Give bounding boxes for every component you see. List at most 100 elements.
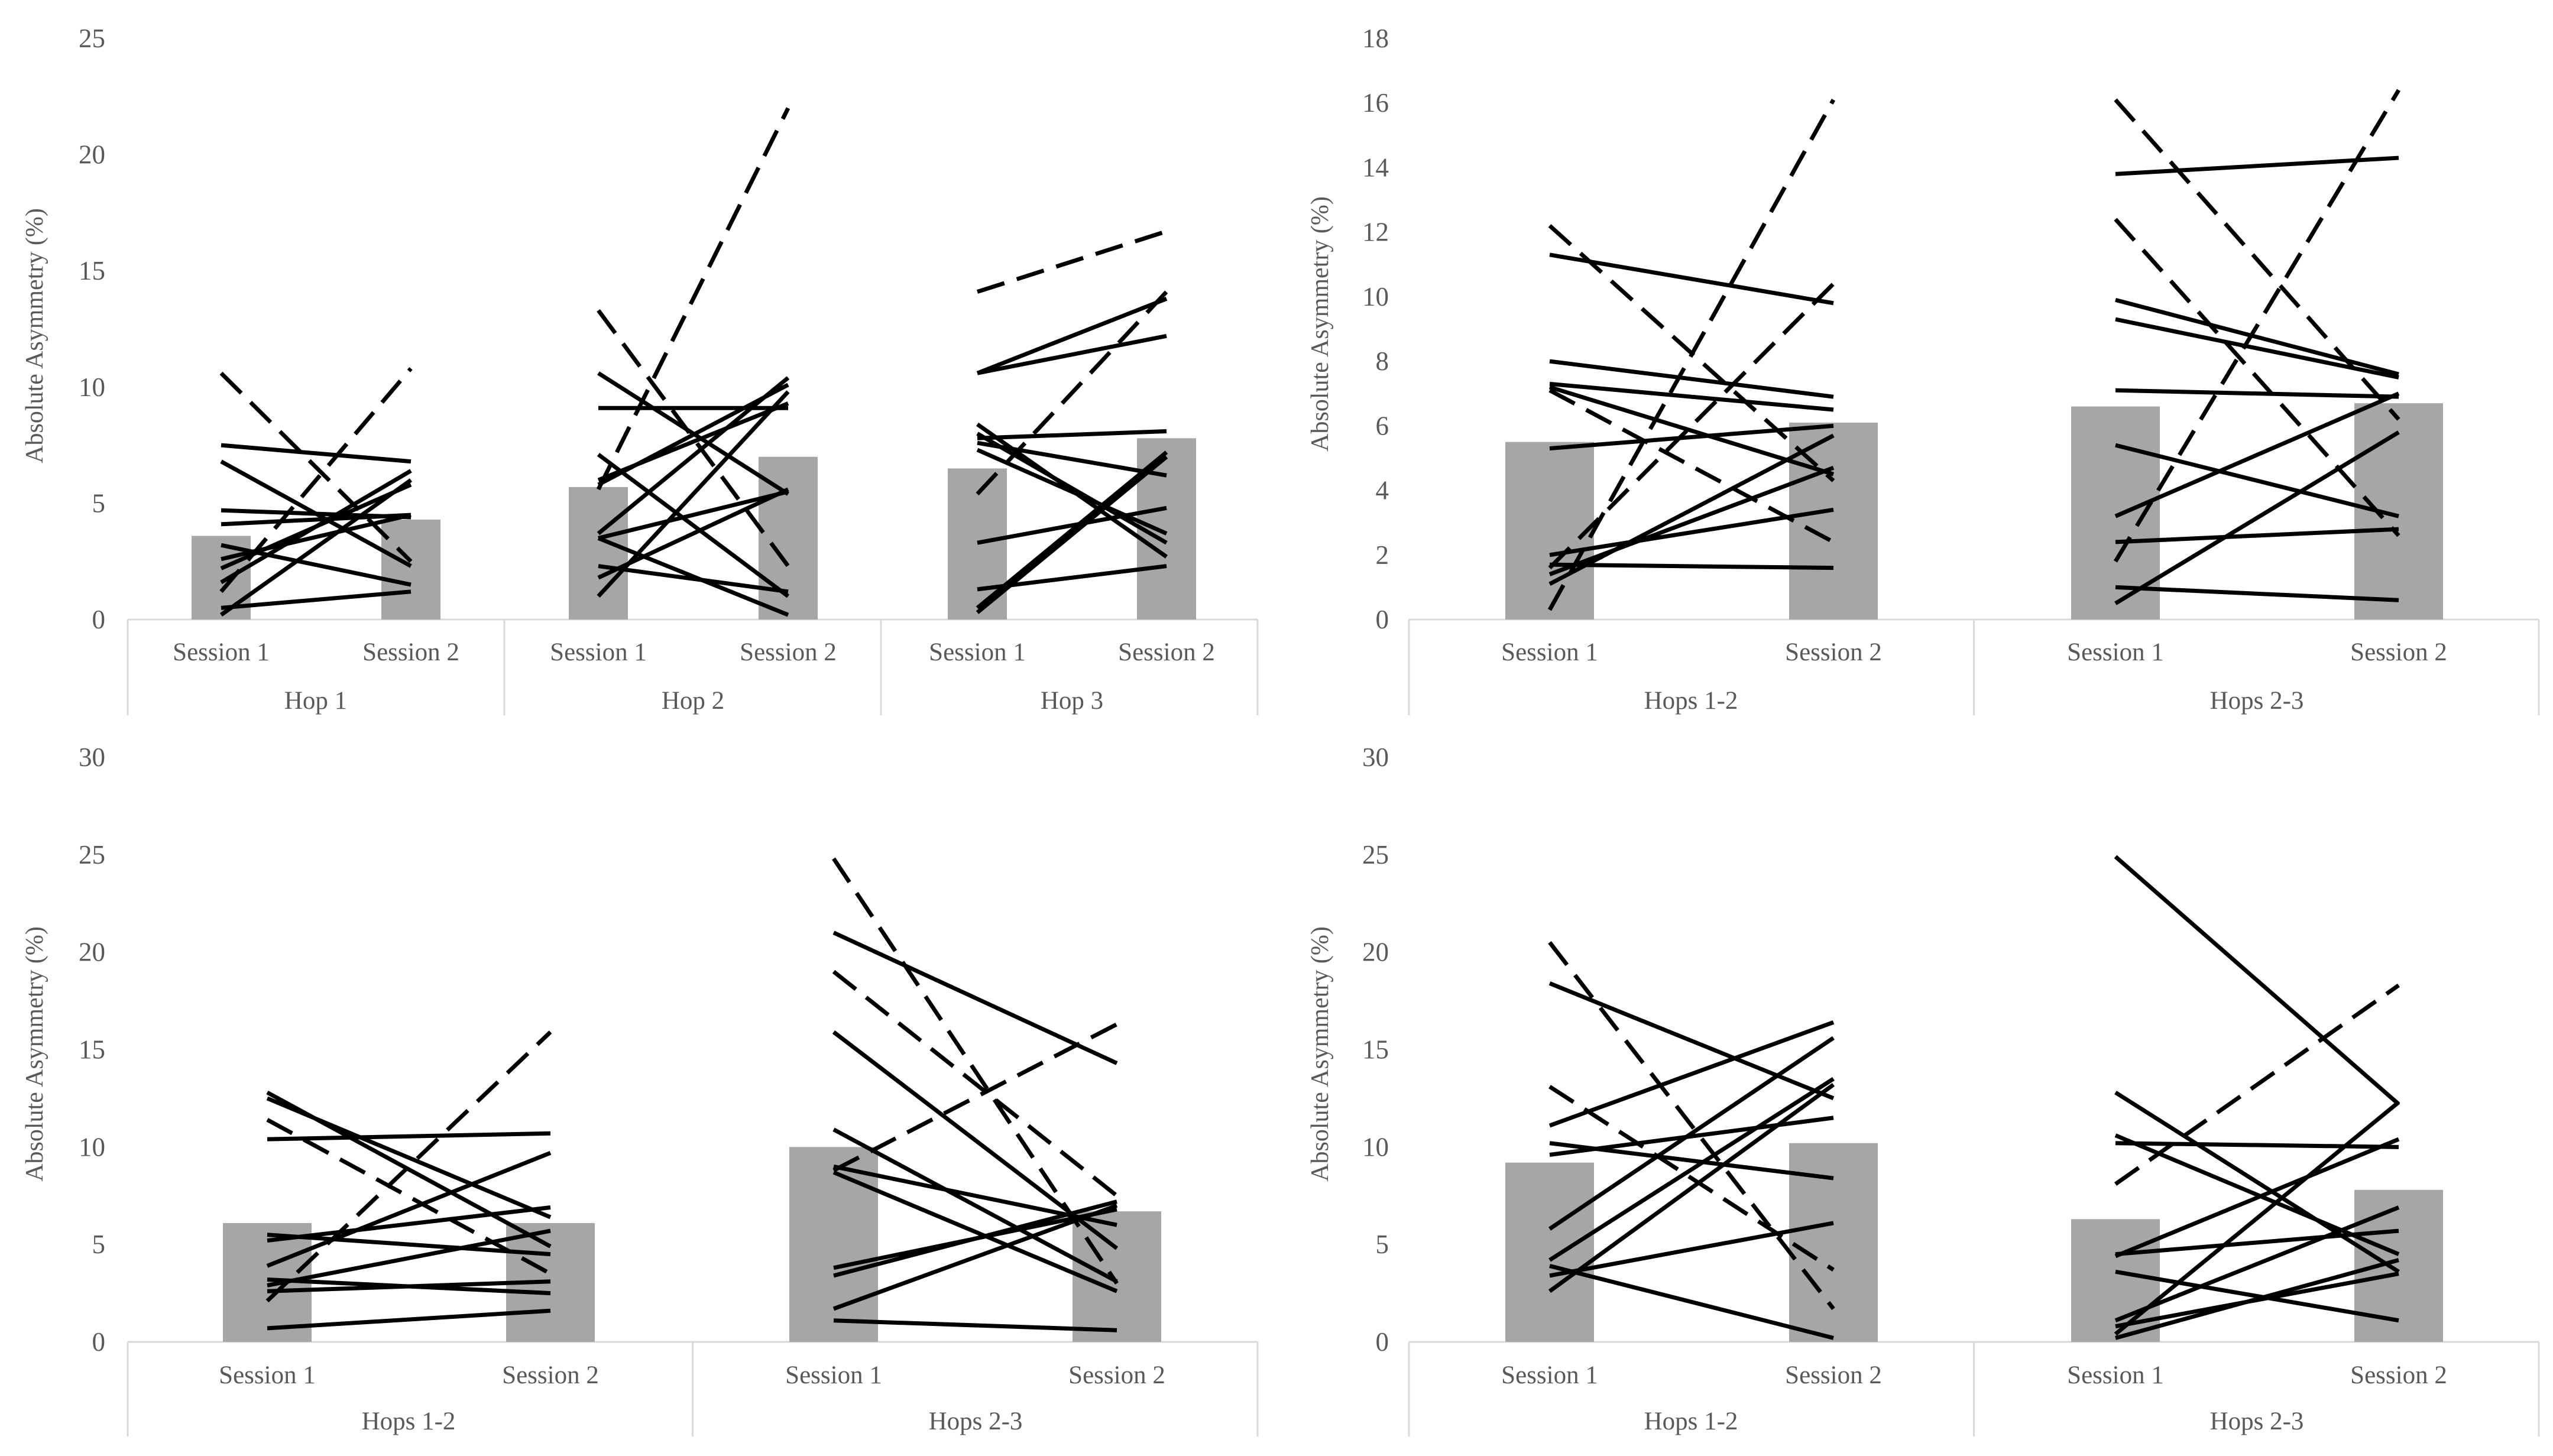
y-axis-ticks: 0 2 4 6 8 10 12 14 16 18: [1362, 24, 1389, 634]
group-label-hops-1-2: Hops 1-2: [362, 1408, 456, 1435]
axis-lines: [127, 618, 1259, 715]
participant-line: [1548, 466, 1835, 576]
y-axis-ticks: 0 5 10 15 20 25: [79, 24, 105, 634]
x-tick-label-session-1: Session 1: [1501, 638, 1598, 666]
participant-line-dashed: [1547, 99, 1836, 611]
participant-line: [597, 376, 790, 536]
participant-line: [220, 469, 412, 585]
y-tick-label: 10: [1362, 1132, 1389, 1162]
participant-line: [2115, 297, 2399, 377]
participant-line: [2115, 1141, 2399, 1149]
participant-line: [832, 930, 1118, 1065]
x-tick-label-session-2: Session 2: [1118, 638, 1215, 666]
group-label-hops-2-3: Hops 2-3: [929, 1408, 1023, 1435]
x-tick-label-session-1: Session 1: [1501, 1361, 1598, 1389]
x-tick-label-session-2: Session 2: [502, 1361, 599, 1389]
participant-line-dashed: [2113, 89, 2401, 563]
y-tick-label: 20: [79, 938, 105, 967]
x-tick-label-session-1: Session 1: [550, 638, 647, 666]
participant-line: [2114, 1100, 2400, 1336]
participant-line: [2115, 1228, 2399, 1257]
participant-line: [597, 390, 790, 598]
participant-line: [266, 1150, 552, 1268]
mean-bar-session-2: [2354, 403, 2443, 620]
mean-bar-session-1: [1505, 1162, 1594, 1342]
y-tick-label: 10: [79, 372, 105, 402]
participant-line: [977, 440, 1167, 478]
participant-line: [598, 489, 789, 540]
y-tick-label: 0: [92, 1327, 106, 1357]
x-tick-label-session-2: Session 2: [1068, 1361, 1165, 1389]
participant-line: [2114, 1137, 2400, 1259]
participant-line-dashed: [2114, 98, 2400, 421]
participant-line: [976, 450, 1168, 610]
participant-line: [2115, 1269, 2399, 1323]
participant-line: [1548, 1020, 1835, 1128]
participant-line: [832, 1170, 1118, 1293]
participant-line: [2114, 855, 2400, 1106]
group-label-hop-1: Hop 1: [284, 687, 347, 715]
y-tick-label: 30: [1362, 742, 1389, 772]
mean-bar-session-2: [759, 456, 818, 620]
y-tick-label: 4: [1376, 476, 1389, 505]
participant-line: [1549, 1221, 1834, 1278]
participant-line: [221, 589, 412, 610]
participant-line-dashed: [832, 1022, 1118, 1173]
participant-line: [1548, 1083, 1835, 1293]
participant-line: [2114, 1091, 2400, 1274]
x-tick-label-session-1: Session 1: [2067, 638, 2164, 666]
participant-line: [832, 1127, 1118, 1283]
y-tick-label: 5: [92, 488, 106, 518]
mean-bar-session-1: [789, 1147, 878, 1342]
participant-line-dashed: [1548, 388, 1835, 544]
y-tick-label: 10: [79, 1132, 105, 1162]
y-axis-label: Absolute Asymmetry (%): [21, 926, 48, 1182]
participant-line: [266, 1096, 552, 1220]
y-axis-label: Absolute Asymmetry (%): [1307, 196, 1334, 452]
participant-line-dashed: [832, 857, 1119, 1285]
y-tick-label: 30: [79, 742, 105, 772]
group-label-hops-1-2: Hops 1-2: [1644, 1408, 1738, 1435]
participant-line: [1548, 1036, 1835, 1231]
participant-line: [976, 447, 1168, 536]
category-labels: Session 1 Session 2 Session 1 Session 2 …: [173, 638, 1215, 715]
participant-line: [221, 443, 412, 464]
participant-line: [1548, 981, 1835, 1101]
participant-line: [267, 1233, 551, 1257]
chart-panel-hop-pairs-bottom-right: Absolute Asymmetry (%) 0 5 10 15 20 25 30 Sess…: [1307, 742, 2540, 1436]
participant-line-dashed: [2114, 218, 2400, 537]
participant-line: [597, 453, 790, 598]
y-tick-label: 0: [1376, 1327, 1389, 1357]
participant-line: [598, 564, 789, 594]
participant-line: [267, 1205, 551, 1243]
participant-line: [1549, 252, 1834, 306]
y-tick-label: 0: [92, 605, 106, 634]
y-axis-label: Absolute Asymmetry (%): [1307, 926, 1334, 1182]
y-tick-label: 20: [79, 140, 105, 170]
participant-line: [977, 429, 1167, 440]
y-tick-label: 6: [1376, 411, 1389, 440]
participant-line: [2115, 443, 2399, 518]
group-label-hop-2: Hop 2: [662, 687, 724, 715]
chart-panel-hop-pairs-bottom-left: Absolute Asymmetry (%) 0 5 10 15 20 25 30 Sess…: [21, 742, 1259, 1436]
category-labels: Session 1 Session 2 Session 1 Session 2 …: [219, 1361, 1165, 1435]
x-tick-label-session-1: Session 1: [929, 638, 1026, 666]
participant-line: [1549, 1115, 1834, 1157]
x-tick-label-session-2: Session 2: [2350, 1361, 2447, 1389]
participant-line: [2115, 1258, 2399, 1340]
y-tick-label: 25: [79, 840, 105, 870]
y-tick-label: 14: [1362, 153, 1389, 182]
x-tick-label-session-1: Session 1: [219, 1361, 316, 1389]
participant-line-dashed: [2114, 983, 2400, 1186]
participant-line: [2114, 391, 2400, 518]
participant-line: [2114, 430, 2400, 605]
participant-line-dashed: [266, 1118, 552, 1276]
group-label-hops-2-3: Hops 2-3: [2210, 687, 2304, 715]
participant-line-dashed: [597, 309, 790, 568]
y-tick-label: 15: [1362, 1035, 1389, 1065]
x-tick-label-session-2: Session 2: [740, 638, 837, 666]
participant-line: [976, 432, 1168, 545]
y-tick-label: 8: [1376, 346, 1389, 376]
participant-line: [2115, 585, 2399, 602]
